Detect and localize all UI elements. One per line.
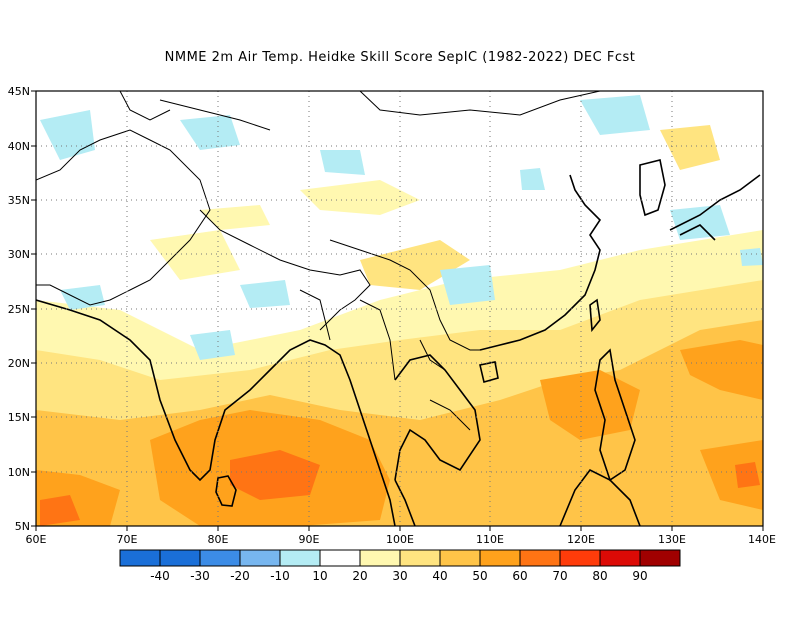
colorbar-label: -30 bbox=[190, 569, 210, 583]
colorbar-label: 20 bbox=[352, 569, 367, 583]
lat-label: 20N bbox=[8, 357, 30, 370]
colorbar-swatch bbox=[159, 549, 201, 567]
colorbar-label: 10 bbox=[312, 569, 327, 583]
colorbar-labels: -40 -30 -20 -10 10 20 30 40 50 60 70 80 … bbox=[150, 569, 647, 583]
colorbar-label: 50 bbox=[472, 569, 487, 583]
lon-label: 120E bbox=[567, 533, 595, 546]
lat-label: 30N bbox=[8, 248, 30, 261]
colorbar-label: 30 bbox=[392, 569, 407, 583]
lat-label: 40N bbox=[8, 140, 30, 153]
lat-labels: 5N 10N 15N 20N 25N 30N 35N 40N 45N bbox=[8, 85, 30, 533]
lon-label: 60E bbox=[26, 533, 47, 546]
colorbar-swatch bbox=[239, 549, 281, 567]
colorbar-label: 70 bbox=[552, 569, 567, 583]
colorbar bbox=[119, 549, 681, 567]
lat-label: 10N bbox=[8, 466, 30, 479]
lon-labels: 60E 70E 80E 90E 100E 110E 120E 130E 140E bbox=[26, 533, 776, 546]
lon-label: 130E bbox=[658, 533, 686, 546]
tick-marks bbox=[31, 90, 764, 531]
colorbar-swatch bbox=[439, 549, 481, 567]
lon-label: 80E bbox=[208, 533, 229, 546]
map-title: NMME 2m Air Temp. Heidke Skill Score Sep… bbox=[164, 50, 636, 65]
colorbar-swatch bbox=[279, 549, 321, 567]
lat-label: 5N bbox=[15, 520, 30, 533]
colorbar-swatch bbox=[519, 549, 561, 567]
lat-label: 15N bbox=[8, 411, 30, 424]
colorbar-label: 90 bbox=[632, 569, 647, 583]
colorbar-label: -10 bbox=[270, 569, 290, 583]
lat-label: 35N bbox=[8, 194, 30, 207]
colorbar-label: -20 bbox=[230, 569, 250, 583]
map-grid bbox=[36, 91, 763, 526]
lon-label: 140E bbox=[748, 533, 776, 546]
colorbar-swatch bbox=[199, 549, 241, 567]
colorbar-swatch bbox=[399, 549, 441, 567]
colorbar-swatch bbox=[359, 549, 401, 567]
colorbar-label: 60 bbox=[512, 569, 527, 583]
lon-label: 110E bbox=[476, 533, 504, 546]
lon-label: 90E bbox=[299, 533, 320, 546]
colorbar-label: -40 bbox=[150, 569, 170, 583]
country-borders bbox=[36, 91, 601, 431]
lat-label: 25N bbox=[8, 303, 30, 316]
colorbar-swatch bbox=[119, 549, 161, 567]
colorbar-swatch bbox=[559, 549, 601, 567]
colorbar-label: 80 bbox=[592, 569, 607, 583]
lon-label: 70E bbox=[117, 533, 138, 546]
lat-label: 45N bbox=[8, 85, 30, 98]
colorbar-swatch bbox=[319, 549, 361, 567]
lon-label: 100E bbox=[386, 533, 414, 546]
colorbar-label: 40 bbox=[432, 569, 447, 583]
colorbar-swatch bbox=[479, 549, 521, 567]
coastlines bbox=[36, 159, 761, 526]
colorbar-swatch bbox=[599, 549, 641, 567]
colorbar-swatch bbox=[639, 549, 681, 567]
